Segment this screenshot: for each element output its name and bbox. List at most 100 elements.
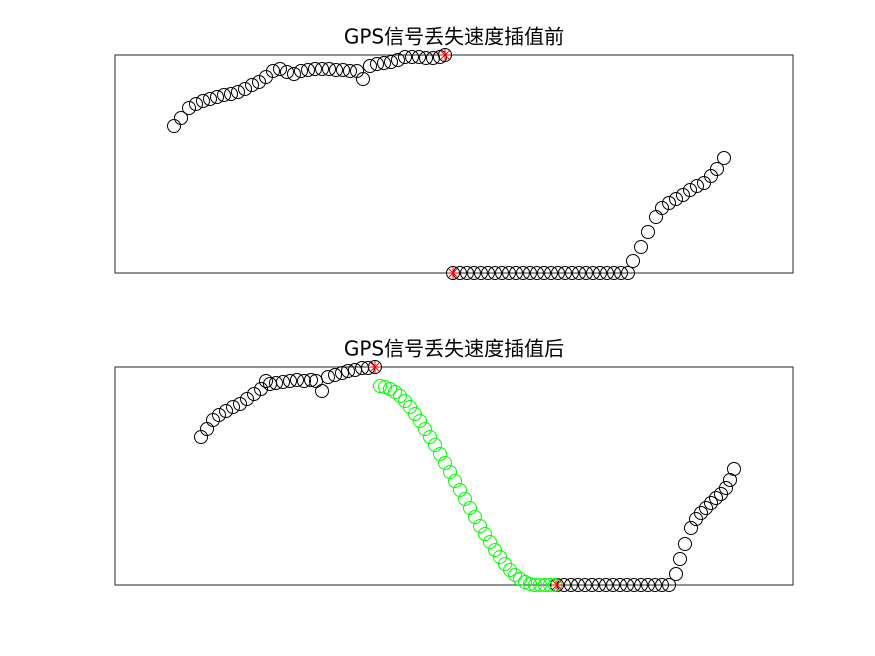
circle-marker <box>585 578 599 592</box>
circle-marker <box>676 188 690 202</box>
circle-marker <box>503 563 517 577</box>
circle-marker <box>592 578 606 592</box>
circle-marker <box>266 64 280 78</box>
chart-title: GPS信号丢失速度插值前 <box>344 25 564 49</box>
circle-marker <box>634 240 648 254</box>
circle-marker <box>493 550 507 564</box>
circle-marker <box>233 397 247 411</box>
circle-marker <box>254 382 268 396</box>
star-stroke <box>440 50 450 60</box>
circle-marker <box>217 88 231 102</box>
circle-marker <box>212 408 226 422</box>
circle-marker <box>578 578 592 592</box>
circle-marker <box>669 567 683 581</box>
plot-area <box>114 366 794 586</box>
circle-marker <box>405 50 419 64</box>
circle-marker <box>655 201 669 215</box>
circle-marker <box>328 368 342 382</box>
circle-marker <box>438 48 452 62</box>
circle-marker <box>403 400 417 414</box>
circle-marker <box>551 266 565 280</box>
circle-marker <box>717 151 731 165</box>
circle-marker <box>226 400 240 414</box>
circle-marker <box>273 62 287 76</box>
star-marker <box>551 579 563 591</box>
circle-marker <box>245 78 259 92</box>
star-stroke <box>370 362 380 372</box>
circle-marker <box>419 51 433 65</box>
circle-marker <box>283 374 297 388</box>
plot-area <box>114 54 794 274</box>
circle-marker <box>673 552 687 566</box>
circle-marker <box>231 85 245 99</box>
circle-marker <box>335 366 349 380</box>
star-stroke <box>448 268 458 278</box>
circle-marker <box>448 474 462 488</box>
circle-marker <box>458 492 472 506</box>
circle-marker <box>565 266 579 280</box>
circle-marker <box>453 483 467 497</box>
circle-marker <box>533 578 547 592</box>
circle-marker <box>571 578 585 592</box>
circle-marker <box>322 62 336 76</box>
circle-marker <box>308 62 322 76</box>
circle-marker <box>600 266 614 280</box>
circle-marker <box>304 373 318 387</box>
circle-marker <box>329 63 343 77</box>
circle-marker <box>564 578 578 592</box>
circle-marker <box>607 266 621 280</box>
circle-marker <box>294 64 308 78</box>
circle-marker <box>391 53 405 67</box>
circle-marker <box>614 266 628 280</box>
chart-title: GPS信号丢失速度插值后 <box>344 337 564 361</box>
circle-marker <box>315 384 329 398</box>
circle-marker <box>620 578 634 592</box>
circle-marker <box>627 578 641 592</box>
circle-marker <box>662 196 676 210</box>
circle-marker <box>182 101 196 115</box>
circle-marker <box>418 422 432 436</box>
circle-marker <box>727 462 741 476</box>
circle-marker <box>669 192 683 206</box>
circle-marker <box>690 179 704 193</box>
circle-marker <box>336 63 350 77</box>
circle-marker <box>398 50 412 64</box>
circle-marker <box>528 578 542 592</box>
circle-marker <box>558 266 572 280</box>
circle-marker <box>384 55 398 69</box>
circle-marker <box>697 176 711 190</box>
circle-marker <box>481 266 495 280</box>
circle-marker <box>276 375 290 389</box>
circle-marker <box>704 496 718 510</box>
circle-marker <box>694 506 708 520</box>
circle-marker <box>252 75 266 89</box>
circle-marker <box>641 578 655 592</box>
circle-marker <box>373 379 387 393</box>
circle-marker <box>599 578 613 592</box>
circle-marker <box>634 578 648 592</box>
circle-marker <box>719 481 733 495</box>
circle-marker <box>219 404 233 418</box>
circle-marker <box>443 465 457 479</box>
circle-marker <box>189 97 203 111</box>
circle-marker <box>586 266 600 280</box>
circle-marker <box>626 254 640 268</box>
circle-marker <box>167 119 181 133</box>
circle-marker <box>240 392 254 406</box>
circle-marker <box>287 67 301 81</box>
circle-marker <box>297 374 311 388</box>
circle-marker <box>467 266 481 280</box>
circle-marker <box>478 527 492 541</box>
circle-marker <box>210 90 224 104</box>
circle-marker <box>662 578 676 592</box>
circle-marker <box>544 266 558 280</box>
circle-marker <box>408 407 422 421</box>
circle-marker <box>572 266 586 280</box>
circle-marker <box>174 111 188 125</box>
circle-marker <box>502 266 516 280</box>
circle-marker <box>460 266 474 280</box>
circle-marker <box>238 82 252 96</box>
star-marker <box>447 267 459 279</box>
circle-marker <box>224 87 238 101</box>
